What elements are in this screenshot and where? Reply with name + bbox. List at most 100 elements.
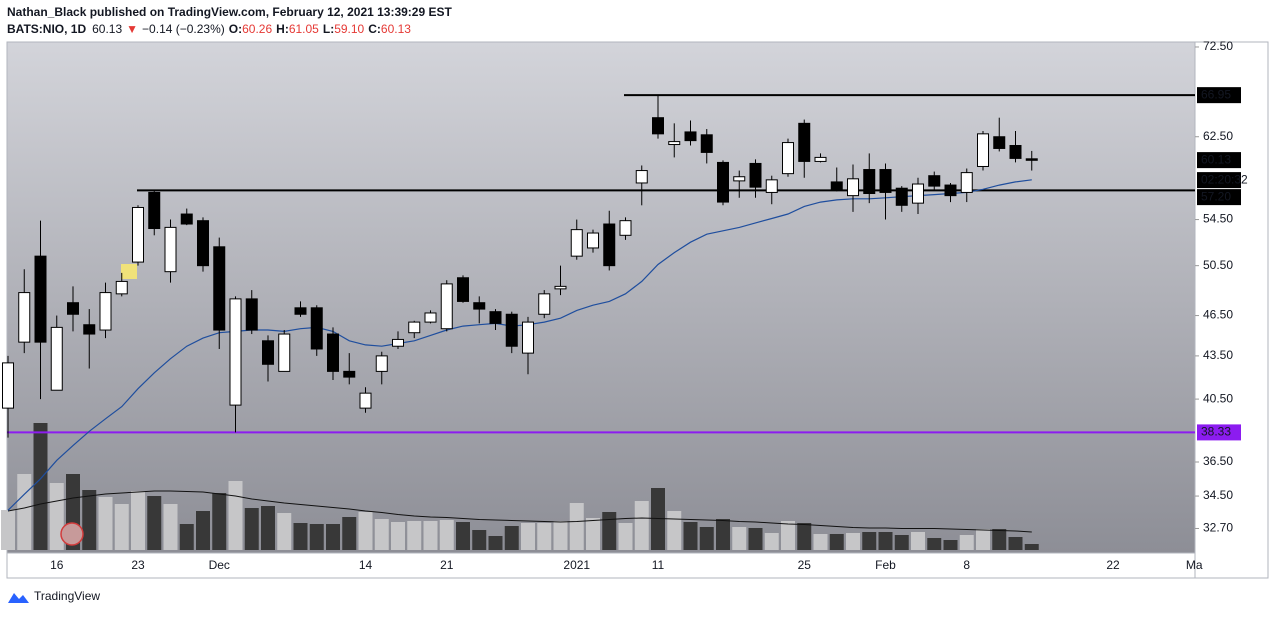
candle-body xyxy=(229,298,242,406)
volume-bar xyxy=(391,522,405,550)
price: 60.13 xyxy=(92,22,122,36)
price-label-box xyxy=(1197,152,1241,169)
candle-body xyxy=(912,183,924,204)
volume-bar xyxy=(326,524,340,550)
candle-body xyxy=(668,141,681,146)
y-tick-label: 62.50 xyxy=(1203,129,1233,143)
candle-body xyxy=(847,178,859,197)
volume-bar xyxy=(602,512,617,550)
volume-bar xyxy=(829,534,844,550)
volume-bar xyxy=(456,522,470,550)
price-label-box xyxy=(1197,189,1241,206)
volume-bar xyxy=(114,504,129,550)
y-tick-label: 40.50 xyxy=(1203,391,1233,405)
y-tick-label: 43.50 xyxy=(1203,348,1233,362)
x-tick-label: 14 xyxy=(359,558,373,572)
candle-body xyxy=(197,220,209,267)
symbol: BATS:NIO, 1D xyxy=(7,22,86,36)
volume-bar xyxy=(98,497,113,550)
y-tick-label: 50.50 xyxy=(1203,258,1233,272)
ohlc-value: 61.05 xyxy=(289,22,319,36)
x-tick-label: 21 xyxy=(440,558,454,572)
volume-bar xyxy=(309,524,324,550)
x-tick-label: Ma xyxy=(1186,558,1203,572)
ohlc-value: 60.26 xyxy=(242,22,272,36)
candle-body xyxy=(522,321,534,354)
volume-bar xyxy=(472,530,487,550)
volume-bar xyxy=(667,511,682,550)
candle-body xyxy=(554,285,567,290)
price-label-box xyxy=(1197,424,1241,441)
volume-bar xyxy=(748,528,763,550)
ohlc-key: L: xyxy=(323,22,334,36)
price-label: 60.13 xyxy=(1201,152,1231,166)
candle-body xyxy=(587,232,599,249)
candle-body xyxy=(717,161,729,203)
candle-body xyxy=(2,362,14,409)
volume-bar xyxy=(1008,537,1023,550)
candle-body xyxy=(782,142,794,175)
volume-bar xyxy=(878,532,893,550)
brand: TradingView xyxy=(34,589,100,603)
y-tick-label: 32.70 xyxy=(1203,521,1233,535)
volume-bar xyxy=(163,504,178,550)
candle-body xyxy=(895,187,908,206)
volume-bar xyxy=(992,529,1007,550)
candle-body xyxy=(538,293,551,315)
ohlc-key: C: xyxy=(368,22,381,36)
candle-body xyxy=(1025,158,1038,161)
ohlc-key: H: xyxy=(276,22,289,36)
candle-body xyxy=(619,220,632,236)
volume-bar xyxy=(781,521,795,550)
candle-body xyxy=(310,307,323,350)
volume-bar xyxy=(537,523,552,550)
candle-body xyxy=(164,226,177,273)
ohlc-value: 59.10 xyxy=(334,22,364,36)
candle-body xyxy=(489,311,502,324)
price-label-box xyxy=(1197,87,1241,104)
candle-body xyxy=(733,176,746,182)
change: −0.14 (−0.23%) xyxy=(142,22,225,36)
volume-bar xyxy=(586,518,600,550)
volume-bar xyxy=(699,527,714,550)
volume-bar xyxy=(228,481,243,550)
y-tick-label: 46.50 xyxy=(1203,308,1233,322)
volume-bar xyxy=(959,535,974,550)
candle-body xyxy=(262,340,274,365)
candle-body xyxy=(83,324,96,335)
volume-bar xyxy=(521,523,535,550)
candle-body xyxy=(863,169,876,195)
x-tick-label: 16 xyxy=(50,558,64,572)
volume-bar xyxy=(618,523,633,550)
candle-body xyxy=(148,191,161,230)
volume-bar xyxy=(261,506,275,550)
volume-bar xyxy=(797,523,812,550)
arrow: ▼ xyxy=(126,22,138,36)
candle-body xyxy=(765,179,778,193)
price-label: 66.95 xyxy=(1201,87,1231,101)
volume-bar xyxy=(179,524,194,550)
volume-bar xyxy=(634,501,649,550)
candle-body xyxy=(132,206,144,263)
frame xyxy=(6,41,1269,579)
ohlc-value: 60.13 xyxy=(381,22,411,36)
volume-bar xyxy=(894,535,909,550)
price-label: 38.33 xyxy=(1201,425,1231,439)
volume-bar xyxy=(488,536,503,550)
ohlc-key: O: xyxy=(229,22,242,36)
candle-body xyxy=(213,246,226,331)
y-tick-label: 72.50 xyxy=(1203,39,1233,53)
volume-bar xyxy=(862,532,877,550)
author-line: Nathan_Black published on TradingView.co… xyxy=(7,5,452,19)
candle-body xyxy=(34,255,47,343)
volume-bar xyxy=(49,483,64,550)
volume-bar xyxy=(17,474,32,550)
candle-body xyxy=(392,338,404,347)
candle-body xyxy=(814,156,827,162)
volume-bar xyxy=(342,517,357,550)
candle-body xyxy=(700,134,713,153)
volume-bar xyxy=(553,521,568,550)
candle-body xyxy=(684,131,697,142)
volume-bar xyxy=(846,533,860,550)
